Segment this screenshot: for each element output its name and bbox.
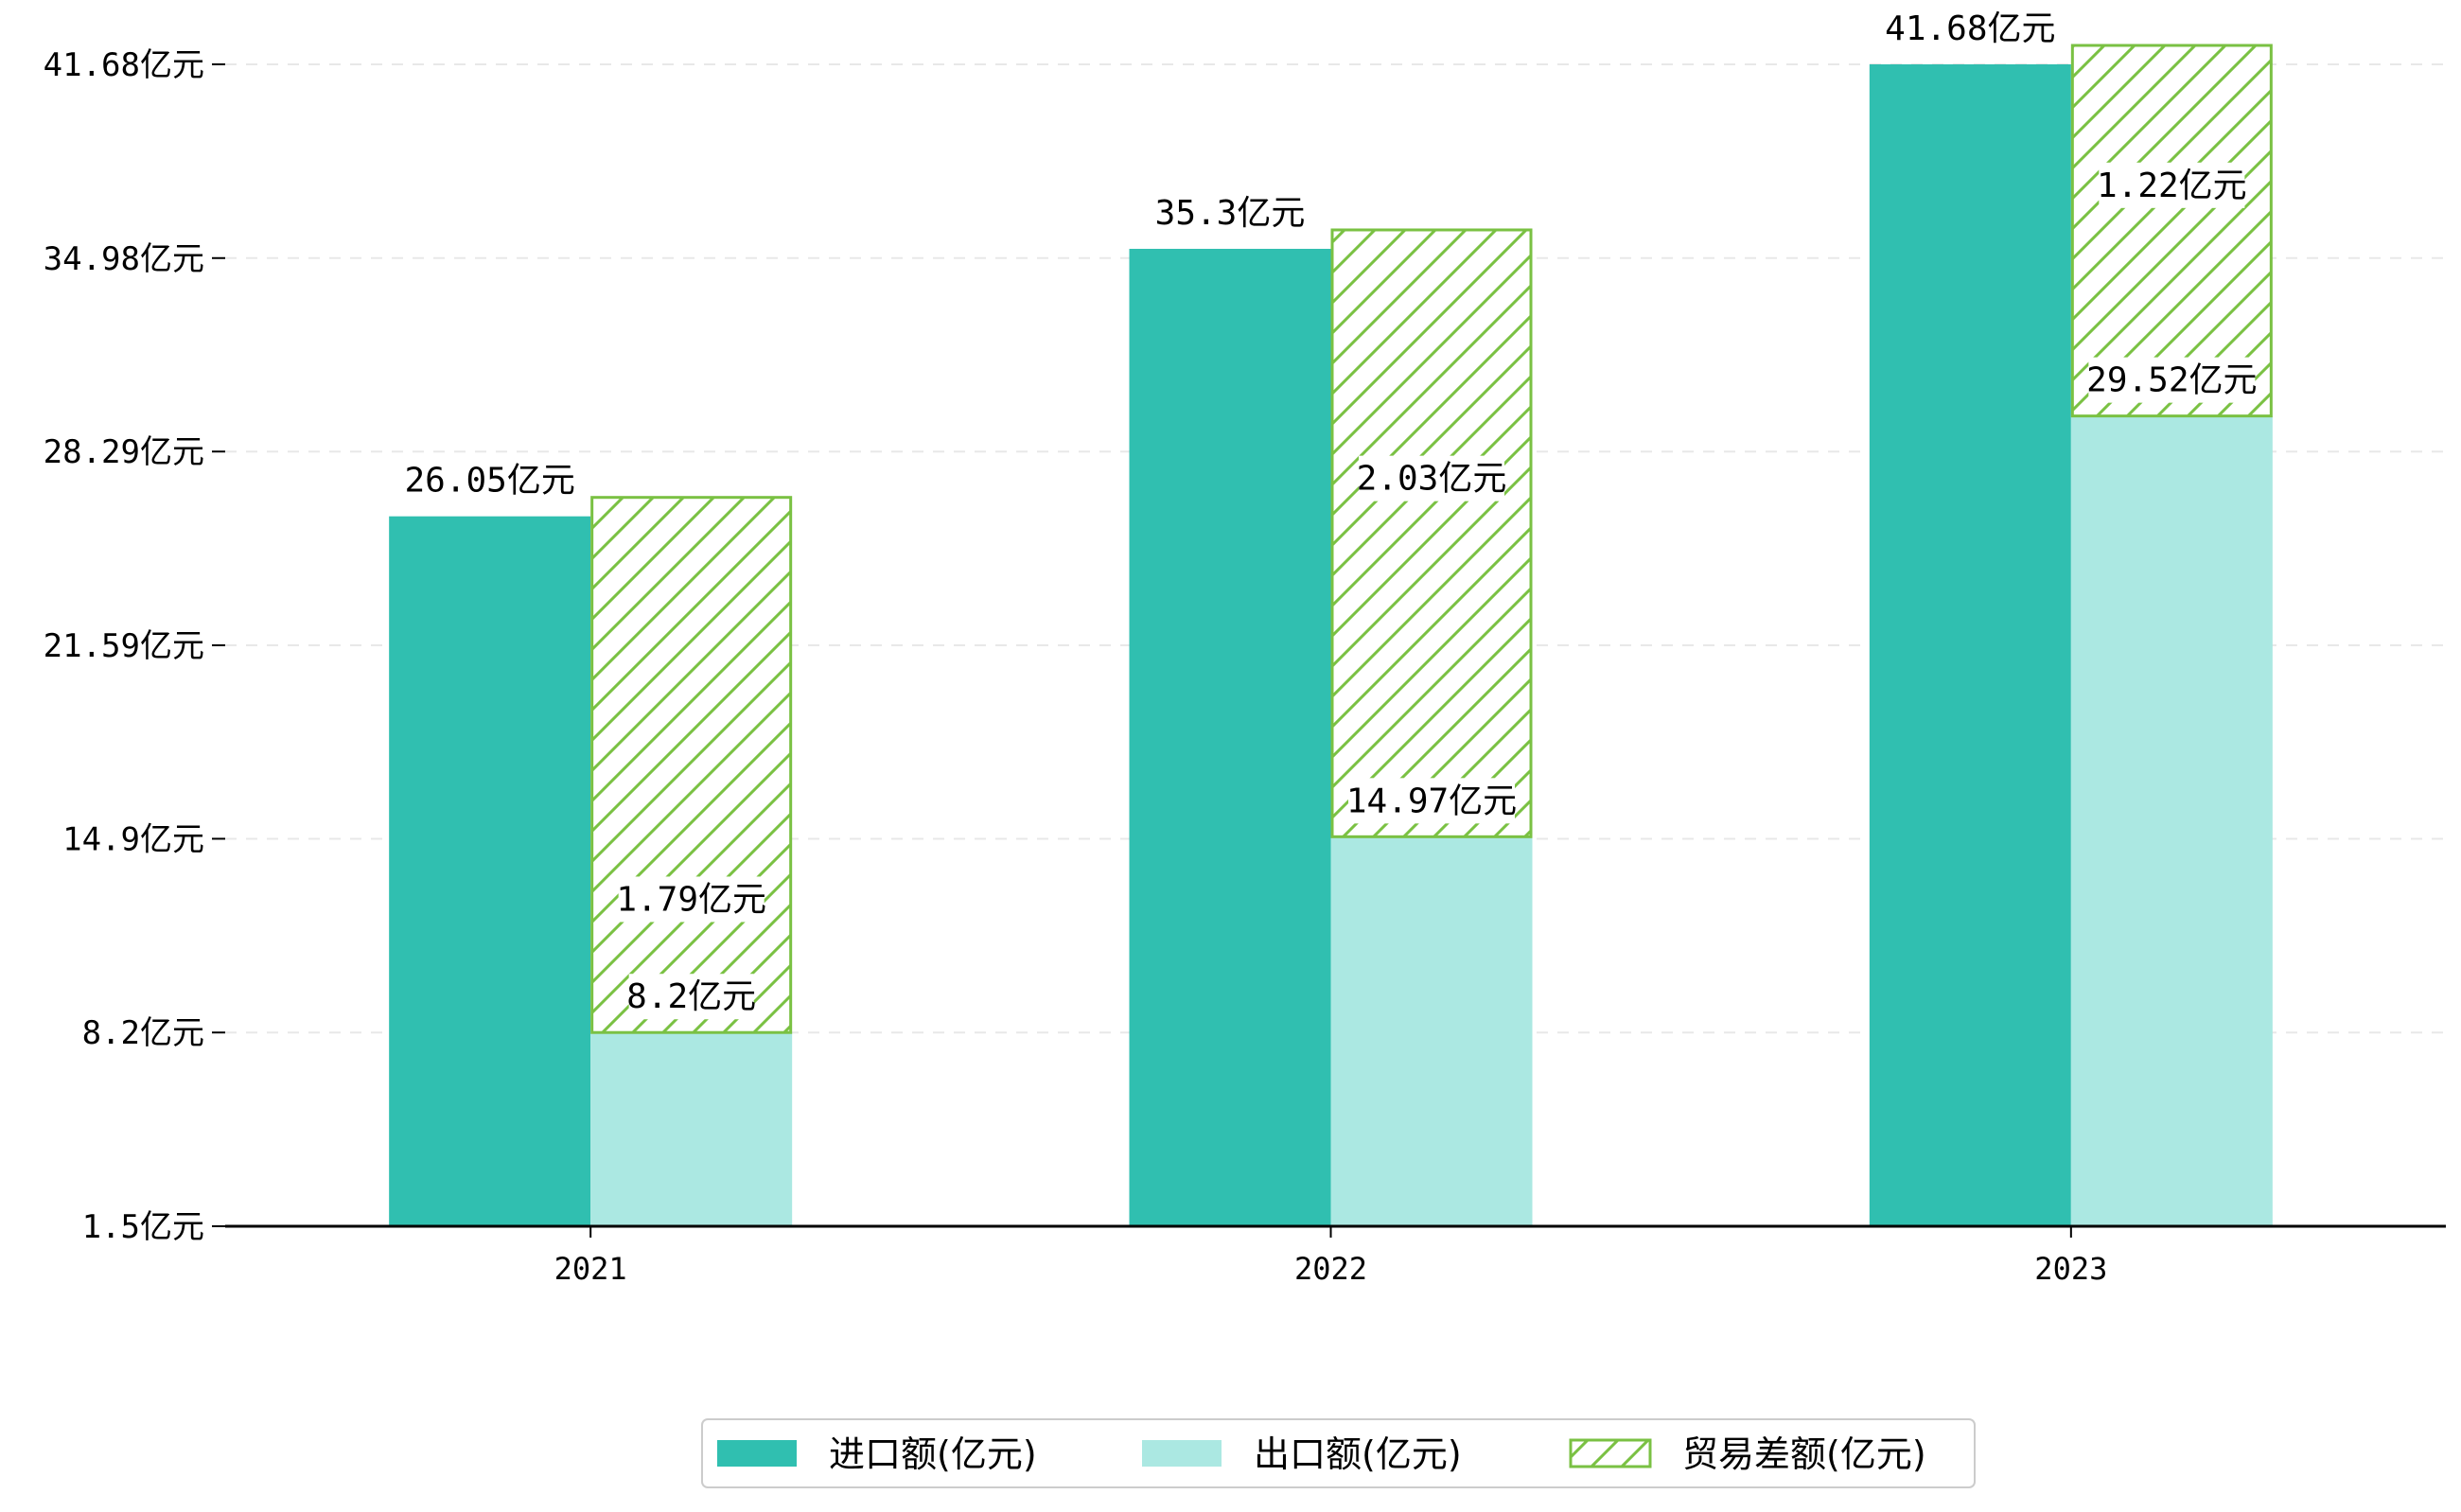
legend-swatch-2 bbox=[1569, 1438, 1652, 1468]
bar-import-2022 bbox=[1129, 248, 1331, 1227]
legend-swatch-1 bbox=[1142, 1440, 1222, 1467]
bar-balance-2021 bbox=[590, 496, 793, 1034]
export-label-2022-bg bbox=[1348, 778, 1515, 824]
import-label-2023: 41.68亿元 bbox=[1885, 9, 2055, 48]
x-tick-label: 2022 bbox=[1294, 1251, 1367, 1287]
export-label-2023: 29.52亿元 bbox=[2086, 361, 2257, 400]
x-tick-label: 2023 bbox=[2034, 1251, 2107, 1287]
balance-label-2022: 2.03亿元 bbox=[1357, 460, 1507, 499]
import-label-2021-bg bbox=[406, 457, 573, 503]
export-label-2023-bg bbox=[2088, 357, 2256, 403]
y-tick-label: 1.5亿元 bbox=[82, 1208, 204, 1246]
balance-label-2022-bg bbox=[1359, 455, 1504, 501]
export-label-2021-bg bbox=[628, 974, 754, 1020]
export-label-2022: 14.97亿元 bbox=[1346, 782, 1517, 820]
y-tick-label: 8.2亿元 bbox=[82, 1014, 204, 1052]
bar-import-2023 bbox=[1869, 64, 2071, 1226]
bar-balance-2022 bbox=[1330, 228, 1533, 838]
bar-export-2023 bbox=[2070, 415, 2273, 1226]
x-tick-label: 2021 bbox=[554, 1251, 627, 1287]
balance-label-2021-bg bbox=[618, 876, 765, 923]
bar-export-2021 bbox=[590, 1032, 793, 1226]
y-tick-label: 41.68亿元 bbox=[44, 46, 204, 84]
bar-import-2021 bbox=[389, 516, 591, 1226]
legend-frame bbox=[701, 1418, 1976, 1488]
legend-label-2: 贸易差额(亿元) bbox=[1682, 1433, 1926, 1475]
bar-balance-2023 bbox=[2070, 44, 2273, 418]
import-label-2022-bg bbox=[1157, 189, 1303, 236]
y-tick-label: 34.98亿元 bbox=[44, 240, 204, 278]
legend-swatch-0 bbox=[717, 1440, 797, 1467]
balance-label-2023-bg bbox=[2099, 162, 2245, 208]
y-tick-label: 14.9亿元 bbox=[62, 820, 204, 858]
balance-label-2021: 1.79亿元 bbox=[616, 880, 766, 919]
axes-layer: 1.5亿元 8.2亿元 14.9亿元 21.59亿元 28.29亿元 34.98亿元 41.… bbox=[44, 46, 2446, 1287]
bar-export-2022 bbox=[1330, 836, 1533, 1226]
balance-label-2023: 1.22亿元 bbox=[2097, 167, 2247, 205]
labels-layer: 26.05亿元 8.2亿元 1.79亿元 35.3亿元 14.97亿元 2.03亿元 41.… bbox=[404, 6, 2258, 1020]
legend-label-0: 进口额(亿元) bbox=[829, 1433, 1037, 1475]
import-label-2023-bg bbox=[1887, 6, 2054, 51]
legend-label-1: 出口额(亿元) bbox=[1254, 1433, 1462, 1475]
legend: 进口额(亿元) 出口额(亿元) 贸易差额(亿元) bbox=[701, 1418, 1976, 1488]
y-tick-label: 28.29亿元 bbox=[44, 433, 204, 471]
y-tick-label: 21.59亿元 bbox=[44, 627, 204, 665]
import-label-2021: 26.05亿元 bbox=[404, 462, 574, 501]
bars-layer bbox=[389, 44, 2273, 1227]
import-label-2022: 35.3亿元 bbox=[1155, 194, 1306, 233]
export-label-2021: 8.2亿元 bbox=[626, 977, 756, 1016]
